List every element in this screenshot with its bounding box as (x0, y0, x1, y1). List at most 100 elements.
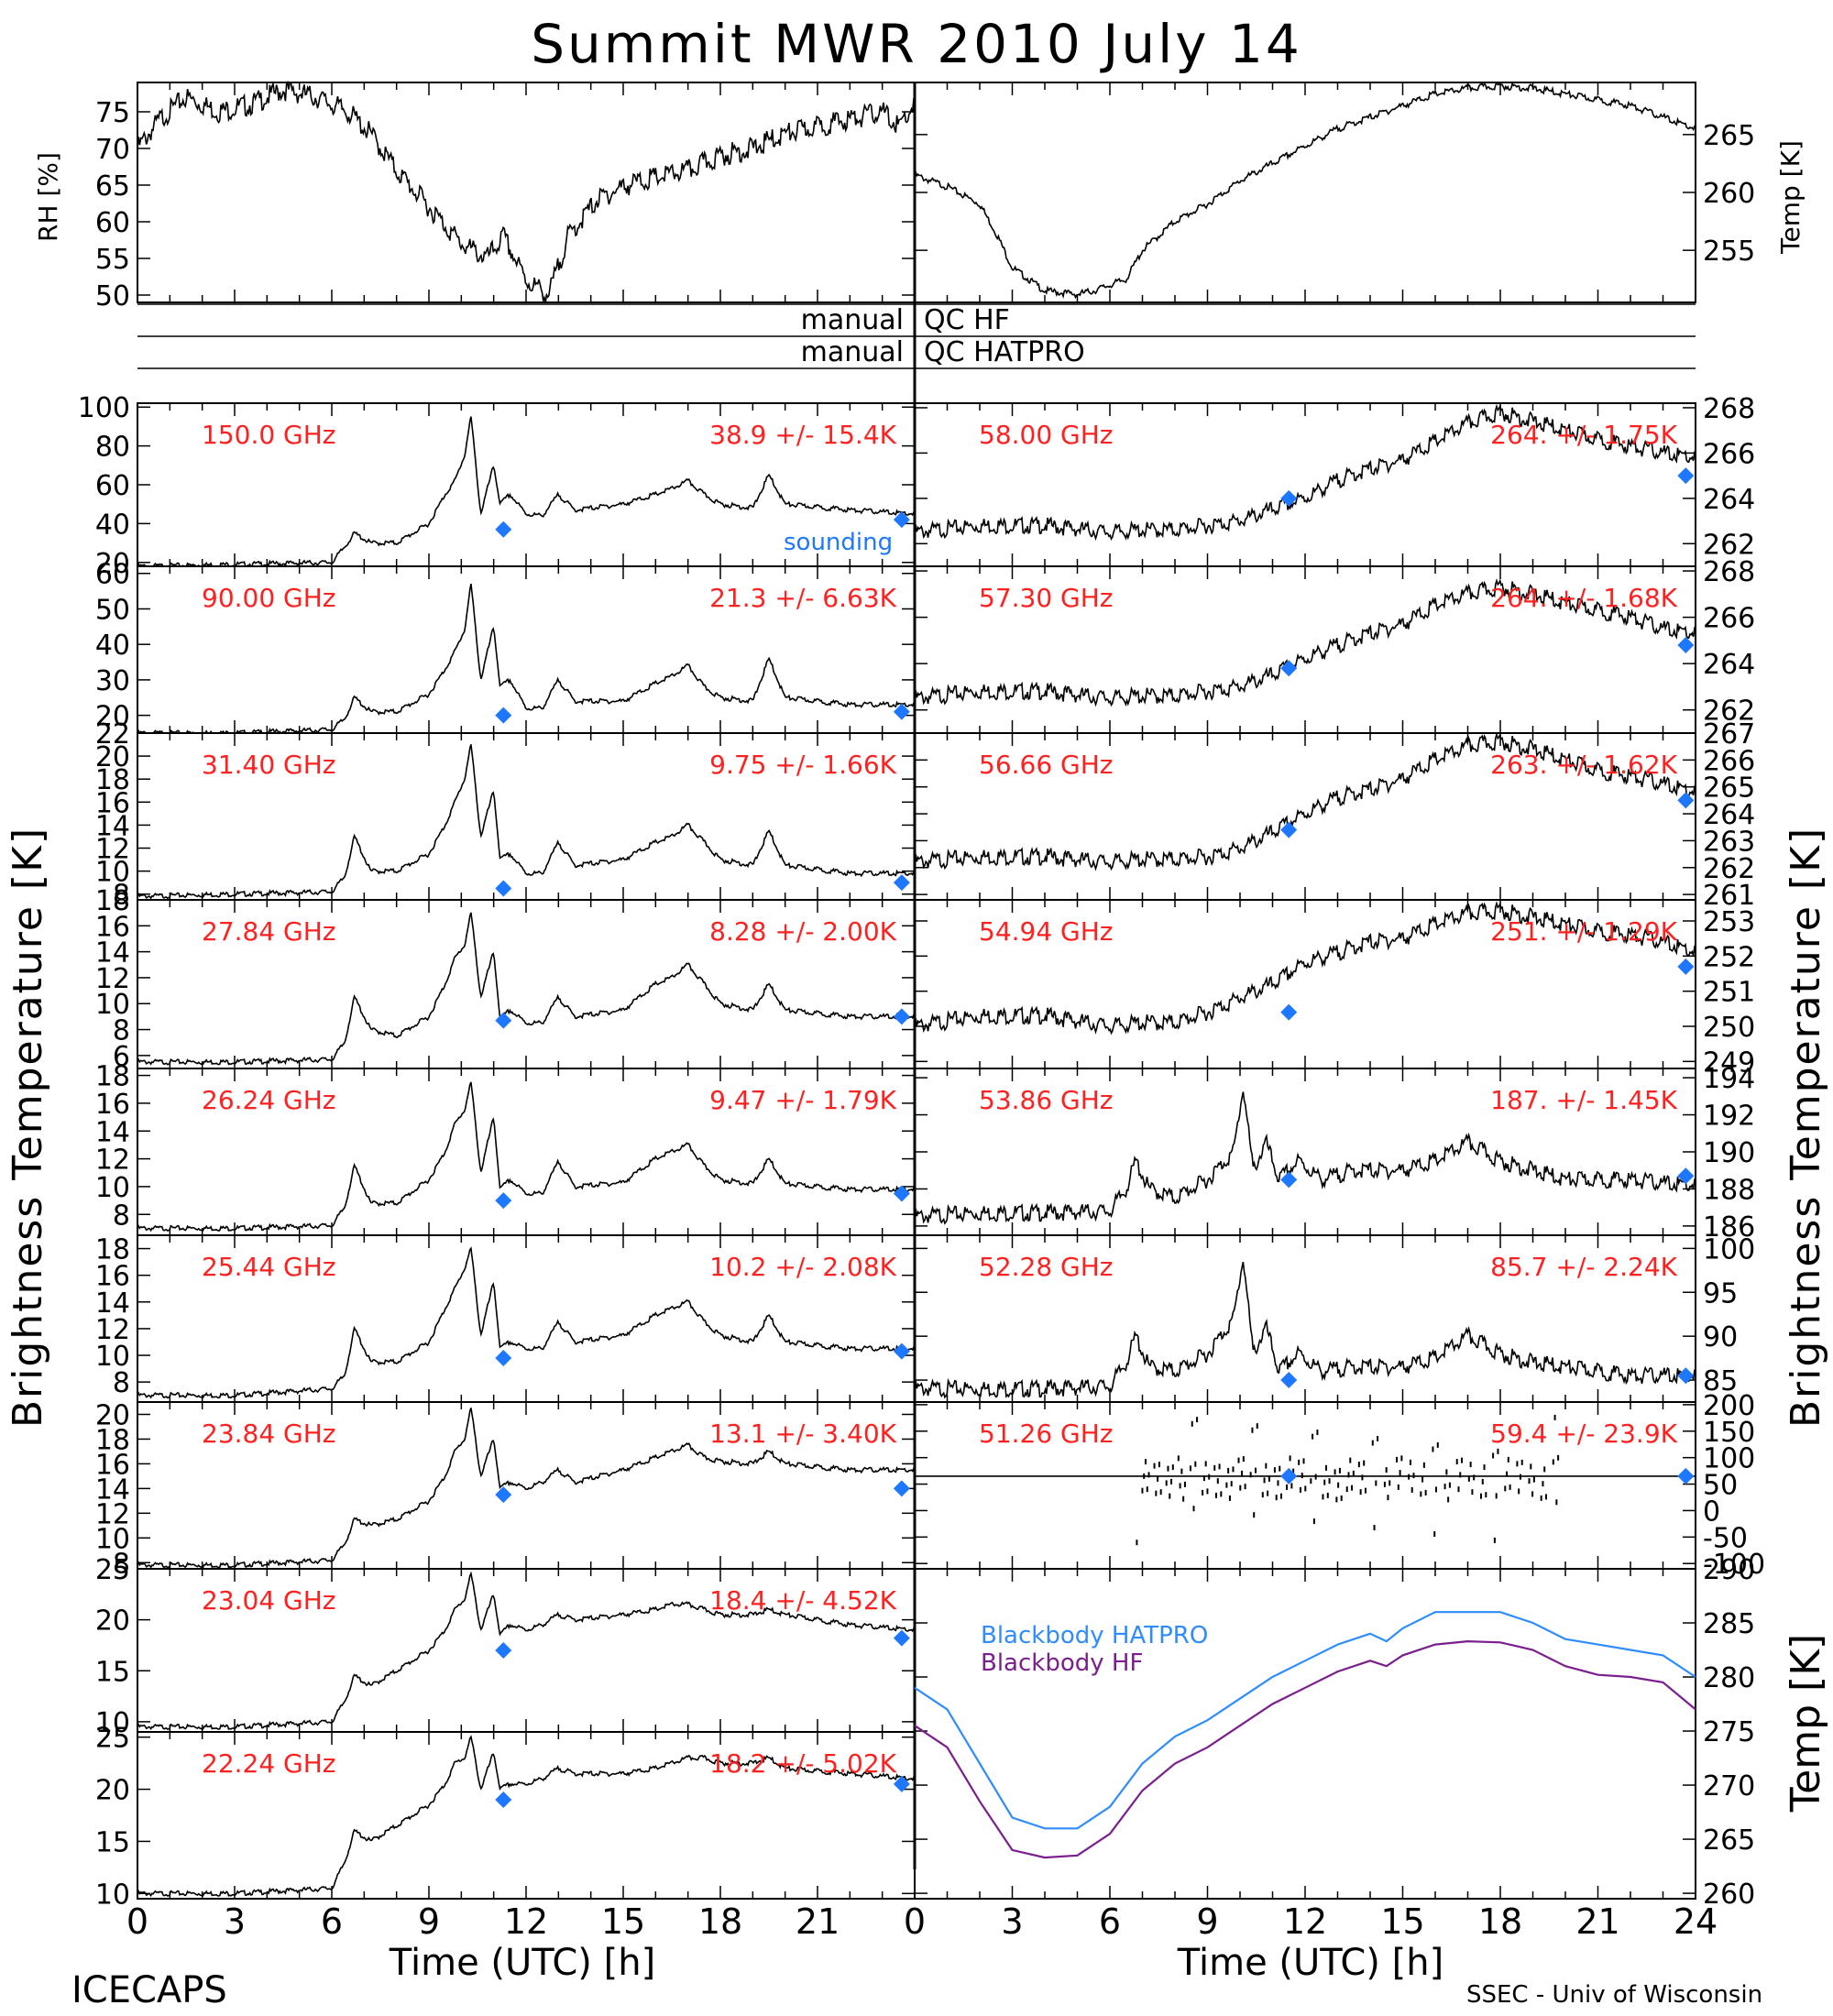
outlier-point (1196, 1417, 1199, 1423)
channel-label: 23.84 GHz (202, 1419, 336, 1449)
y-tick-label: 40 (95, 509, 130, 541)
outlier-point (1279, 1465, 1281, 1472)
figure-title: Summit MWR 2010 July 14 (531, 13, 1302, 75)
outlier-point (1273, 1467, 1276, 1474)
sounding-marker (1280, 1171, 1298, 1189)
outlier-point (1347, 1472, 1350, 1478)
outlier-point (1400, 1455, 1403, 1462)
bb-legend-entry: Blackbody HATPRO (981, 1622, 1208, 1649)
temp-axis-label: Temp [K] (1775, 140, 1806, 255)
outlier-point (1256, 1423, 1258, 1430)
y-tick-label: 12 (95, 1314, 130, 1346)
y-tick-label: 50 (1703, 1470, 1738, 1502)
outlier-point (1328, 1478, 1331, 1485)
y-tick-label: 25 (95, 1723, 130, 1755)
outlier-point (1448, 1482, 1451, 1488)
panel-c150: 20 40 60 80 100 150.0 GHz 38.9 +/- 15.4K (78, 392, 916, 580)
outlier-point (1408, 1474, 1410, 1480)
y-tick-label: 266 (1703, 438, 1755, 470)
y-tick-label: 252 (1703, 941, 1755, 973)
channel-label: 31.40 GHz (202, 750, 336, 780)
y-tick-label: 260 (1703, 178, 1755, 210)
y-tick-label: 10 (95, 1879, 130, 1911)
outlier-point (1495, 1493, 1498, 1499)
outlier-point (1410, 1486, 1413, 1493)
outlier-point (1167, 1465, 1169, 1472)
outlier-point (1335, 1496, 1338, 1503)
x-tick-label: 3 (1001, 1901, 1023, 1942)
y-tick-label: 50 (95, 594, 130, 626)
channel-stats: 10.2 +/- 2.08K (709, 1252, 896, 1282)
outlier-point (1519, 1474, 1521, 1480)
right-axis-title: Brightness Temperature [K] (1783, 827, 1829, 1428)
channel-label: 57.30 GHz (979, 583, 1114, 613)
outlier-point (1459, 1472, 1462, 1478)
outlier-point (1375, 1480, 1377, 1486)
trace-c5666 (914, 731, 1696, 871)
y-tick-label: 6 (113, 1041, 130, 1073)
outlier-point (1289, 1455, 1291, 1462)
channel-stats: 13.1 +/- 3.40K (709, 1419, 896, 1449)
outlier-point (1532, 1476, 1535, 1483)
y-tick-label: 14 (95, 937, 130, 970)
panel-bb: 260 265 270 275 280 285 290 Blackbody HATPROBla… (914, 1554, 1829, 1911)
outlier-point (1299, 1486, 1301, 1493)
outlier-point (1220, 1491, 1223, 1497)
trace-c5800 (914, 403, 1696, 542)
outlier-point (1326, 1492, 1329, 1498)
outlier-point (1301, 1473, 1303, 1479)
outlier-point (1518, 1488, 1520, 1495)
panel-c2224: 10 15 20 25 22.24 GHz 18.2 +/- 5.02K (95, 1723, 916, 1911)
y-tick-label: 65 (95, 170, 130, 203)
outlier-point (1363, 1460, 1366, 1466)
outlier-point (1136, 1539, 1138, 1546)
outlier-point (1312, 1433, 1314, 1440)
sounding-marker (1677, 467, 1695, 485)
outlier-point (1412, 1473, 1415, 1479)
y-tick-label: 265 (1703, 1824, 1755, 1857)
outlier-point (1492, 1452, 1495, 1459)
channel-stats: 38.9 +/- 15.4K (709, 420, 896, 450)
trace-c2384 (137, 1408, 916, 1569)
trace-c150 (137, 416, 916, 568)
sounding-marker (893, 1342, 910, 1360)
channel-stats: 18.2 +/- 5.02K (709, 1748, 896, 1779)
rh-axis-label: RH [%] (33, 152, 63, 242)
y-tick-label: 16 (95, 1449, 130, 1481)
y-tick-label: 249 (1703, 1046, 1755, 1079)
outlier-point (1157, 1475, 1159, 1482)
y-tick-label: 264 (1703, 484, 1755, 516)
outlier-point (1528, 1478, 1531, 1485)
x-tick-label: 12 (504, 1901, 548, 1942)
y-tick-label: 8 (113, 1548, 130, 1580)
outlier-point (1208, 1474, 1211, 1480)
y-tick-label: 12 (95, 834, 130, 866)
outlier-point (1544, 1494, 1547, 1500)
outlier-point (1298, 1459, 1301, 1465)
x-axis-title-left: Time (UTC) [h] (389, 1942, 655, 1984)
sounding-marker (1280, 1003, 1298, 1021)
channel-label: 52.28 GHz (979, 1252, 1114, 1282)
outlier-point (1337, 1482, 1340, 1488)
y-tick-label: -100 (1703, 1549, 1765, 1581)
y-tick-label: 16 (95, 911, 130, 943)
outlier-point (1540, 1495, 1542, 1501)
x-axis-title-right: Time (UTC) [h] (1177, 1942, 1443, 1984)
outlier-point (1457, 1486, 1460, 1493)
outlier-point (1399, 1470, 1401, 1476)
y-tick-label: 100 (1703, 1443, 1755, 1475)
y-tick-label: 250 (1703, 1012, 1755, 1044)
y-tick-label: 194 (1703, 1063, 1755, 1095)
footer-right-label: SSEC - Univ of Wisconsin (1466, 1981, 1762, 2009)
channel-label: 90.00 GHz (202, 583, 336, 613)
outlier-point (1141, 1487, 1144, 1494)
x-tick-label: 21 (1575, 1901, 1619, 1942)
outlier-point (1520, 1459, 1523, 1465)
channel-label: 51.26 GHz (979, 1419, 1114, 1449)
sounding-marker (495, 1642, 512, 1659)
y-tick-label: 15 (95, 1656, 130, 1688)
y-tick-label: 8 (113, 1015, 130, 1047)
outlier-point (1239, 1485, 1242, 1491)
outlier-point (1422, 1462, 1425, 1468)
